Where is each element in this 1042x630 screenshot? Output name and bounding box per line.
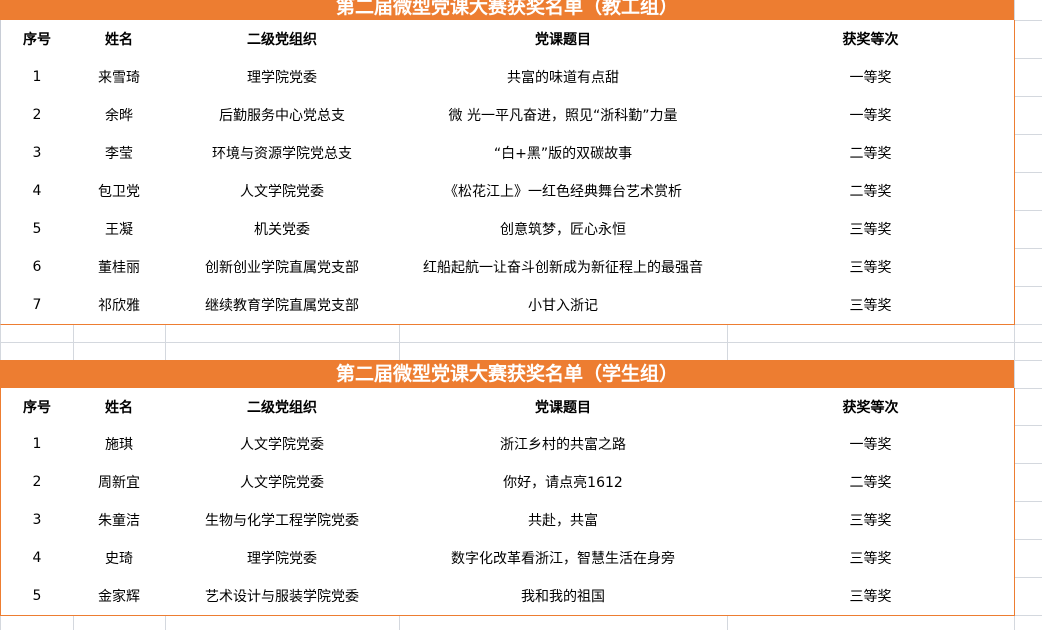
cell-award[interactable]: 二等奖 (727, 134, 1015, 173)
cell-org[interactable]: 理学院党委 (165, 539, 400, 578)
column-header-index[interactable]: 序号 (0, 388, 74, 426)
cell-name[interactable]: 施琪 (73, 425, 166, 464)
cell-org[interactable]: 后勤服务中心党总支 (165, 96, 400, 135)
column-header-award[interactable]: 获奖等次 (727, 388, 1015, 426)
cell-topic[interactable]: 浙江乡村的共富之路 (399, 425, 728, 464)
cell-topic[interactable]: 小甘入浙记 (399, 286, 728, 325)
cell-topic[interactable]: 共富的味道有点甜 (399, 58, 728, 97)
cell-name[interactable]: 朱童洁 (73, 501, 166, 540)
cell-org[interactable]: 人文学院党委 (165, 463, 400, 502)
cell-topic[interactable]: 我和我的祖国 (399, 577, 728, 616)
cell-org[interactable]: 创新创业学院直属党支部 (165, 248, 400, 287)
column-header-org[interactable]: 二级党组织 (165, 20, 400, 59)
cell-org[interactable]: 机关党委 (165, 210, 400, 249)
cell-index[interactable]: 3 (0, 134, 74, 173)
cell-index[interactable]: 2 (0, 96, 74, 135)
cell-topic[interactable]: 《松花江上》一红色经典舞台艺术赏析 (399, 172, 728, 211)
cell-topic[interactable]: 你好，请点亮1612 (399, 463, 728, 502)
cell-name[interactable]: 周新宜 (73, 463, 166, 502)
column-header-org[interactable]: 二级党组织 (165, 388, 400, 426)
cell-award[interactable]: 三等奖 (727, 501, 1015, 540)
cell-org[interactable]: 人文学院党委 (165, 425, 400, 464)
column-header-index[interactable]: 序号 (0, 20, 74, 59)
cell-award[interactable]: 三等奖 (727, 248, 1015, 287)
cell-award[interactable]: 二等奖 (727, 172, 1015, 211)
cell-index[interactable]: 7 (0, 286, 74, 325)
cell-index[interactable]: 6 (0, 248, 74, 287)
cell-topic[interactable]: 共赴，共富 (399, 501, 728, 540)
cell-index[interactable]: 4 (0, 539, 74, 578)
cell-index[interactable]: 1 (0, 425, 74, 464)
cell-index[interactable]: 2 (0, 463, 74, 502)
cell-name[interactable]: 董桂丽 (73, 248, 166, 287)
cell-name[interactable]: 金家辉 (73, 577, 166, 616)
column-header-topic[interactable]: 党课题目 (399, 20, 728, 59)
cell-org[interactable]: 生物与化学工程学院党委 (165, 501, 400, 540)
cell-name[interactable]: 来雪琦 (73, 58, 166, 97)
cell-award[interactable]: 三等奖 (727, 286, 1015, 325)
table-title[interactable]: 第二届微型党课大赛获奖名单（教工组） (0, 0, 1014, 20)
cell-index[interactable]: 4 (0, 172, 74, 211)
cell-award[interactable]: 一等奖 (727, 425, 1015, 464)
cell-award[interactable]: 三等奖 (727, 210, 1015, 249)
cell-org[interactable]: 人文学院党委 (165, 172, 400, 211)
cell-index[interactable]: 5 (0, 210, 74, 249)
cell-index[interactable]: 5 (0, 577, 74, 616)
cell-org[interactable]: 艺术设计与服装学院党委 (165, 577, 400, 616)
cell-topic[interactable]: 微 光一平凡奋进，照见“浙科勤”力量 (399, 96, 728, 135)
table-title[interactable]: 第二届微型党课大赛获奖名单（学生组） (0, 360, 1014, 388)
cell-award[interactable]: 二等奖 (727, 463, 1015, 502)
cell-topic[interactable]: 创意筑梦，匠心永恒 (399, 210, 728, 249)
cell-name[interactable]: 包卫党 (73, 172, 166, 211)
cell-index[interactable]: 1 (0, 58, 74, 97)
cell-award[interactable]: 三等奖 (727, 577, 1015, 616)
cell-index[interactable]: 3 (0, 501, 74, 540)
cell-name[interactable]: 余晔 (73, 96, 166, 135)
cell-name[interactable]: 祁欣雅 (73, 286, 166, 325)
cell-award[interactable]: 三等奖 (727, 539, 1015, 578)
gridline (0, 342, 1042, 343)
cell-name[interactable]: 史琦 (73, 539, 166, 578)
cell-org[interactable]: 环境与资源学院党总支 (165, 134, 400, 173)
cell-name[interactable]: 王凝 (73, 210, 166, 249)
cell-award[interactable]: 一等奖 (727, 96, 1015, 135)
cell-award[interactable]: 一等奖 (727, 58, 1015, 97)
cell-topic[interactable]: 红船起航一让奋斗创新成为新征程上的最强音 (399, 248, 728, 287)
cell-topic[interactable]: “白+黑”版的双碳故事 (399, 134, 728, 173)
cell-topic[interactable]: 数字化改革看浙江，智慧生活在身旁 (399, 539, 728, 578)
cell-org[interactable]: 理学院党委 (165, 58, 400, 97)
cell-name[interactable]: 李莹 (73, 134, 166, 173)
column-header-topic[interactable]: 党课题目 (399, 388, 728, 426)
cell-org[interactable]: 继续教育学院直属党支部 (165, 286, 400, 325)
column-header-award[interactable]: 获奖等次 (727, 20, 1015, 59)
column-header-name[interactable]: 姓名 (73, 388, 166, 426)
column-header-name[interactable]: 姓名 (73, 20, 166, 59)
